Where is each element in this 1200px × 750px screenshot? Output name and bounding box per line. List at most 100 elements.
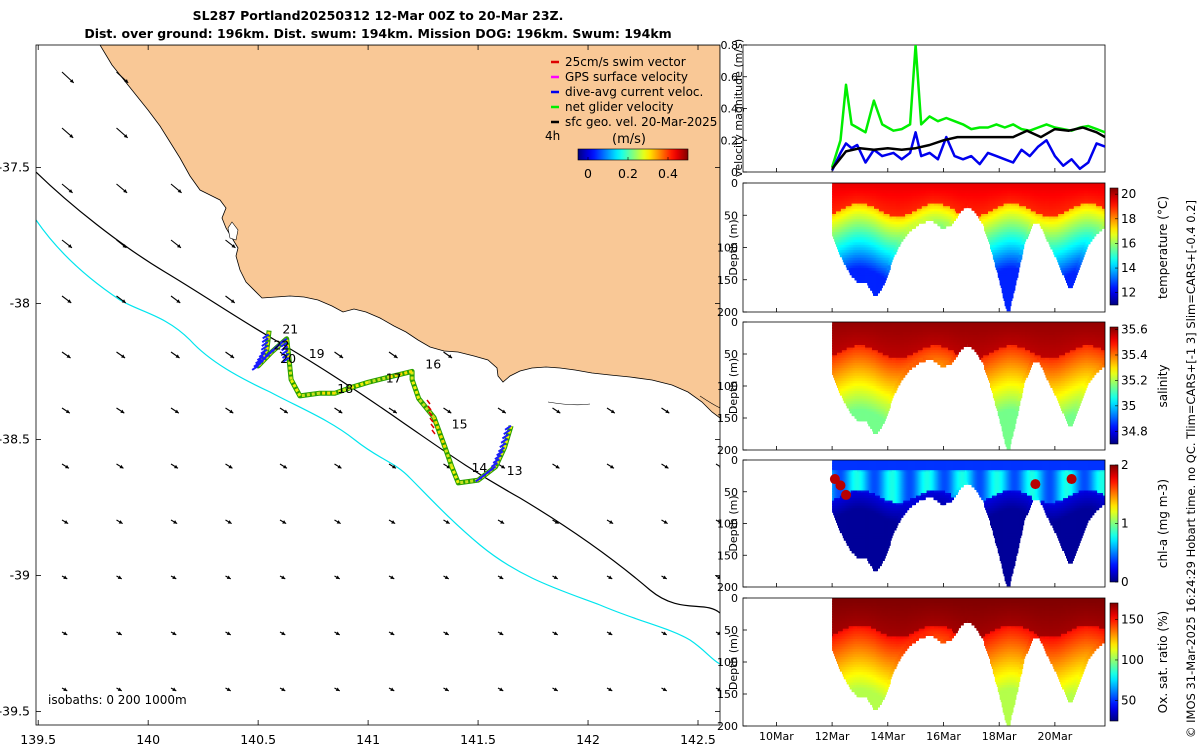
section-cell <box>876 288 880 294</box>
current-vector-head <box>662 631 667 635</box>
current-vector-head <box>337 464 342 469</box>
section-cell <box>886 263 891 268</box>
track-segment <box>432 417 447 449</box>
section-cell <box>896 242 901 247</box>
current-vector-head <box>499 687 504 691</box>
section-cell <box>883 273 888 278</box>
section-cell <box>952 216 956 221</box>
current-vector-head <box>665 409 670 414</box>
current-vector-head <box>609 464 614 469</box>
current-vector-head <box>717 575 720 579</box>
current-vector-head <box>448 354 453 358</box>
section-cell <box>959 206 964 211</box>
section-cell <box>1008 296 1013 301</box>
section-cell <box>892 250 897 255</box>
current-tick <box>281 345 289 352</box>
current-vector-head <box>500 464 505 469</box>
section-cell <box>942 224 947 229</box>
section-cell <box>956 208 961 214</box>
current-vector-head <box>123 189 128 193</box>
lake-shape <box>227 221 239 241</box>
current-vector-head <box>119 464 124 469</box>
current-vector-head <box>336 520 341 524</box>
section-cell <box>1009 293 1014 299</box>
current-tick <box>258 352 266 358</box>
current-vector-head <box>718 520 720 524</box>
current-vector-head <box>390 631 395 635</box>
current-vector-head <box>445 520 450 524</box>
current-vector-head <box>499 575 504 579</box>
current-vector-head <box>554 520 559 524</box>
section-cell <box>950 219 954 224</box>
velocity-series-2 <box>831 126 1105 170</box>
current-tick <box>256 355 264 362</box>
speed-colorbar <box>577 148 689 161</box>
current-vector-head <box>662 575 667 579</box>
legend-entry: GPS surface velocity <box>565 70 688 84</box>
section-cell <box>1011 286 1016 291</box>
current-vector-head <box>117 575 122 579</box>
day-label: 19 <box>309 346 325 361</box>
current-tick <box>280 341 288 348</box>
island-outline <box>699 395 720 409</box>
section-cell <box>1006 304 1011 309</box>
velocity-ytick-label: 0 <box>731 166 738 179</box>
current-vector-head <box>610 409 615 414</box>
swim-tick <box>430 423 435 429</box>
section-cell <box>888 257 893 263</box>
current-vector-head <box>173 464 178 469</box>
velocity-frame <box>742 44 1106 173</box>
current-vector <box>715 463 720 468</box>
velocity-ytick-label: 0.8 <box>721 39 739 52</box>
swim-tick <box>426 399 431 405</box>
velocity-ylabel: velocity magnitude (m/s) <box>732 39 745 177</box>
current-vector <box>715 519 720 523</box>
track-segment <box>287 357 293 380</box>
legend-entry: 25cm/s swim vector <box>565 55 686 69</box>
current-vector-head <box>230 354 235 358</box>
track-segment <box>350 380 369 390</box>
section-cell <box>889 255 894 260</box>
current-vector-head <box>556 409 561 414</box>
section-cell <box>899 237 904 242</box>
figure-title-line2: Dist. over ground: 196km. Dist. swum: 19… <box>36 26 720 41</box>
current-vector-head <box>66 354 71 358</box>
current-tick <box>261 341 269 347</box>
section-cell <box>1009 291 1014 296</box>
speed-colorbar-ticks: 0 0.2 0.4 <box>584 157 678 181</box>
current-vector-head <box>69 79 74 83</box>
section-cell <box>1007 301 1012 307</box>
colorbar-unit-label: (m/s) <box>612 132 646 147</box>
current-tick <box>497 446 506 453</box>
current-vectors <box>61 71 720 692</box>
current-tick <box>281 349 289 356</box>
section-cell <box>1013 275 1018 281</box>
current-vector-head <box>717 631 720 635</box>
current-vector-head <box>608 631 613 635</box>
current-tick <box>262 333 270 340</box>
current-vector-head <box>281 631 286 635</box>
track-segment <box>285 338 291 358</box>
current-vector-head <box>122 244 127 248</box>
section-cell <box>963 203 968 209</box>
current-vector-head <box>282 464 287 469</box>
current-tick <box>282 356 290 363</box>
map-xtick-label: 141.5 <box>460 732 496 747</box>
section-cell <box>897 239 902 245</box>
current-vector-head <box>123 134 128 138</box>
isobath-0m <box>36 171 720 614</box>
map-axes: 139.5 140 140.5 141 141.5 142 142.5-37.5-38-38… <box>0 45 720 747</box>
current-tick <box>253 361 261 368</box>
section-cell <box>915 221 919 227</box>
section-cell <box>908 226 913 232</box>
current-vector-head <box>226 575 231 579</box>
current-vector-head <box>64 464 69 469</box>
current-vector-head <box>335 687 340 691</box>
current-vector-head <box>172 687 177 691</box>
current-vector-head <box>663 520 668 524</box>
section-cell <box>894 244 899 250</box>
current-vector-head <box>664 464 669 469</box>
